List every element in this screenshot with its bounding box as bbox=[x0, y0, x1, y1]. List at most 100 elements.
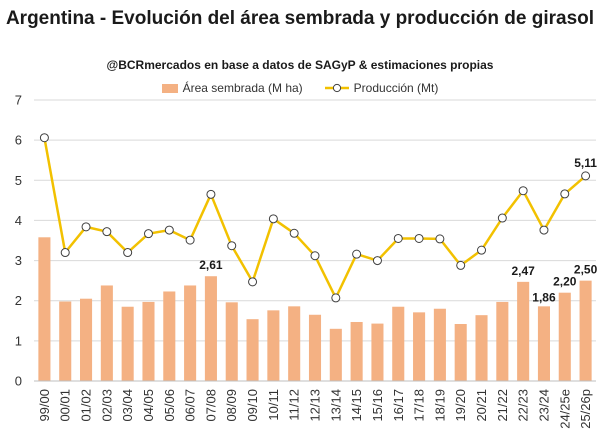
y-tick-label: 4 bbox=[15, 213, 22, 228]
x-tick-label: 22/23 bbox=[516, 389, 531, 422]
y-tick-label: 0 bbox=[15, 374, 22, 389]
x-tick-label: 11/12 bbox=[287, 389, 302, 421]
production-point bbox=[143, 229, 153, 239]
production-point bbox=[393, 233, 403, 243]
legend-swatch-bar bbox=[161, 83, 178, 93]
bar bbox=[329, 328, 342, 381]
x-tick-label: 08/09 bbox=[224, 389, 239, 422]
production-point bbox=[289, 228, 299, 238]
bar bbox=[537, 306, 550, 381]
bar bbox=[558, 292, 571, 381]
production-point bbox=[123, 248, 133, 258]
y-tick-label: 2 bbox=[15, 293, 22, 308]
bar bbox=[38, 237, 51, 381]
x-tick-label: 14/15 bbox=[349, 389, 364, 422]
bar bbox=[204, 276, 217, 381]
y-tick-label: 5 bbox=[15, 173, 22, 188]
production-point bbox=[497, 213, 507, 223]
bar bbox=[184, 285, 197, 381]
production-point bbox=[102, 227, 112, 237]
production-point bbox=[435, 234, 445, 244]
production-point bbox=[310, 251, 320, 261]
legend-label-production: Producción (Mt) bbox=[353, 81, 439, 95]
y-tick-label: 7 bbox=[15, 93, 22, 108]
bar bbox=[100, 285, 113, 381]
production-point bbox=[372, 256, 382, 266]
x-tick-label: 15/16 bbox=[370, 389, 385, 422]
bar bbox=[225, 302, 238, 381]
x-tick-label: 02/03 bbox=[99, 389, 114, 422]
data-label: 2,20 bbox=[553, 275, 577, 289]
production-point bbox=[164, 225, 174, 235]
production-point bbox=[268, 214, 278, 224]
bar bbox=[454, 323, 467, 381]
data-label: 2,61 bbox=[199, 258, 223, 272]
bar bbox=[80, 298, 93, 381]
bar bbox=[267, 310, 280, 381]
bar bbox=[475, 315, 488, 381]
bar bbox=[517, 281, 530, 381]
bar bbox=[121, 306, 134, 381]
legend-item-production: Producción (Mt) bbox=[324, 81, 439, 95]
production-point bbox=[456, 260, 466, 270]
bar bbox=[163, 291, 176, 381]
x-tick-label: 04/05 bbox=[141, 389, 156, 422]
legend-item-area: Área sembrada (M ha) bbox=[161, 81, 303, 95]
x-tick-label: 03/04 bbox=[120, 389, 135, 422]
bar bbox=[246, 319, 259, 381]
bar bbox=[142, 301, 155, 381]
production-point bbox=[477, 245, 487, 255]
x-tick-label: 05/06 bbox=[162, 389, 177, 422]
x-tick-label: 23/24 bbox=[536, 389, 551, 422]
x-tick-label: 99/00 bbox=[37, 389, 52, 422]
y-tick-label: 3 bbox=[15, 253, 22, 268]
data-label: 2,47 bbox=[511, 264, 535, 278]
bar bbox=[496, 301, 509, 381]
production-point bbox=[518, 186, 528, 196]
production-point bbox=[331, 293, 341, 303]
production-point bbox=[414, 233, 424, 243]
x-tick-label: 19/20 bbox=[453, 389, 468, 422]
x-tick-label: 25/26p bbox=[578, 389, 593, 429]
bar bbox=[371, 323, 384, 381]
x-tick-label: 18/19 bbox=[432, 389, 447, 422]
chart-legend: Área sembrada (M ha) Producción (Mt) bbox=[0, 81, 600, 95]
production-point bbox=[352, 249, 362, 259]
production-point bbox=[539, 225, 549, 235]
x-tick-label: 09/10 bbox=[245, 389, 260, 422]
production-point bbox=[248, 277, 258, 287]
bar bbox=[59, 301, 72, 381]
chart-title: Argentina - Evolución del área sembrada … bbox=[5, 8, 595, 29]
x-tick-label: 13/14 bbox=[328, 389, 343, 422]
y-tick-label: 1 bbox=[15, 333, 22, 348]
bar bbox=[392, 306, 405, 381]
y-tick-label: 6 bbox=[15, 133, 22, 148]
bar bbox=[350, 321, 363, 381]
production-point bbox=[60, 248, 70, 258]
bar bbox=[579, 280, 592, 381]
production-point bbox=[227, 241, 237, 251]
production-point bbox=[560, 189, 570, 199]
bar bbox=[413, 312, 426, 381]
production-point bbox=[581, 171, 591, 181]
legend-label-area: Área sembrada (M ha) bbox=[182, 81, 303, 95]
production-point bbox=[81, 222, 91, 232]
x-tick-label: 06/07 bbox=[183, 389, 198, 422]
x-tick-label: 24/25e bbox=[557, 389, 572, 429]
x-tick-label: 20/21 bbox=[474, 389, 489, 422]
x-tick-label: 21/22 bbox=[495, 389, 510, 422]
legend-swatch-line bbox=[324, 83, 349, 93]
data-label: 1,86 bbox=[532, 290, 556, 304]
chart-subtitle: @BCRmercados en base a datos de SAGyP & … bbox=[106, 58, 494, 72]
x-tick-label: 00/01 bbox=[58, 389, 73, 422]
bar bbox=[433, 308, 446, 381]
x-tick-label: 07/08 bbox=[203, 389, 218, 422]
x-tick-label: 10/11 bbox=[266, 389, 281, 421]
data-label: 5,11 bbox=[574, 156, 597, 170]
production-point bbox=[185, 235, 195, 245]
bar bbox=[308, 314, 322, 381]
production-point bbox=[39, 133, 49, 143]
data-label: 2,50 bbox=[574, 263, 598, 277]
